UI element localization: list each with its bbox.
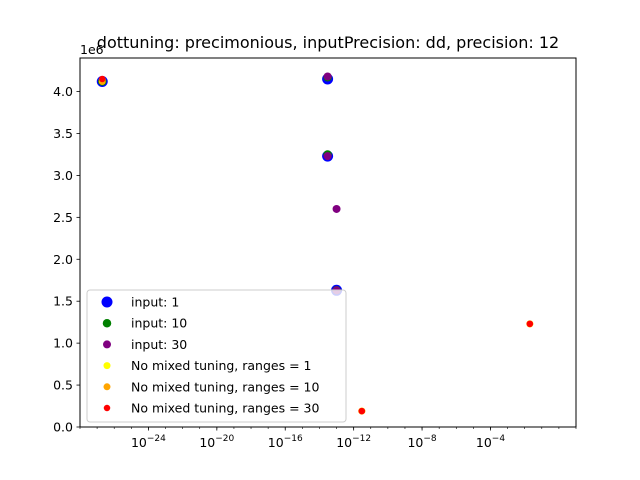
y-tick-label: 3.5	[53, 126, 73, 141]
y-axis-offset-label: 1e6	[80, 42, 104, 57]
y-tick-label: 1.5	[53, 294, 73, 309]
legend-marker	[103, 362, 111, 370]
legend-label: No mixed tuning, ranges = 1	[131, 358, 312, 373]
y-tick-label: 1.0	[53, 336, 73, 351]
x-tick-label: 10−20	[199, 434, 234, 450]
plot-area-frame	[79, 57, 577, 428]
legend-label: input: 10	[131, 316, 187, 331]
legend-marker	[103, 340, 111, 349]
legend: input: 1 input: 10 input: 30 No mixed tunin…	[86, 289, 347, 423]
legend-marker	[103, 383, 111, 391]
data-points	[96, 72, 534, 415]
y-tick-label: 2.0	[53, 252, 73, 267]
x-tick-label: 10−4	[476, 434, 505, 450]
x-tick-label: 10−24	[131, 434, 166, 450]
data-point	[99, 75, 106, 83]
legend-marker	[103, 404, 111, 412]
data-point	[358, 407, 366, 415]
x-axis: 10−24 10−20 10−16 10−12 10−8 10−4	[79, 427, 577, 450]
x-tick-label: 10−12	[336, 434, 371, 450]
data-point	[332, 204, 341, 213]
legend-label: input: 1	[131, 295, 179, 310]
y-tick-label: 2.5	[53, 210, 73, 225]
x-tick-label: 10−16	[268, 434, 303, 450]
y-axis: 0.0 0.5 1.0 1.5 2.0 2.5 3.0 3.5 4.0	[53, 84, 80, 435]
data-point	[323, 72, 332, 81]
legend-box	[86, 289, 347, 423]
x-tick-label: 10−8	[407, 434, 436, 450]
legend-marker	[101, 296, 113, 308]
legend-marker	[102, 318, 112, 328]
y-tick-label: 0.5	[53, 378, 73, 393]
data-point	[323, 152, 332, 161]
y-tick-label: 4.0	[53, 84, 73, 99]
chart-title: dottuning: precimonious, inputPrecision:…	[97, 33, 559, 52]
legend-label: input: 30	[131, 337, 187, 352]
legend-label: No mixed tuning, ranges = 10	[131, 379, 319, 394]
y-tick-label: 3.0	[53, 168, 73, 183]
legend-label: No mixed tuning, ranges = 30	[131, 401, 319, 416]
y-tick-label: 0.0	[53, 420, 73, 435]
data-point	[526, 320, 534, 328]
